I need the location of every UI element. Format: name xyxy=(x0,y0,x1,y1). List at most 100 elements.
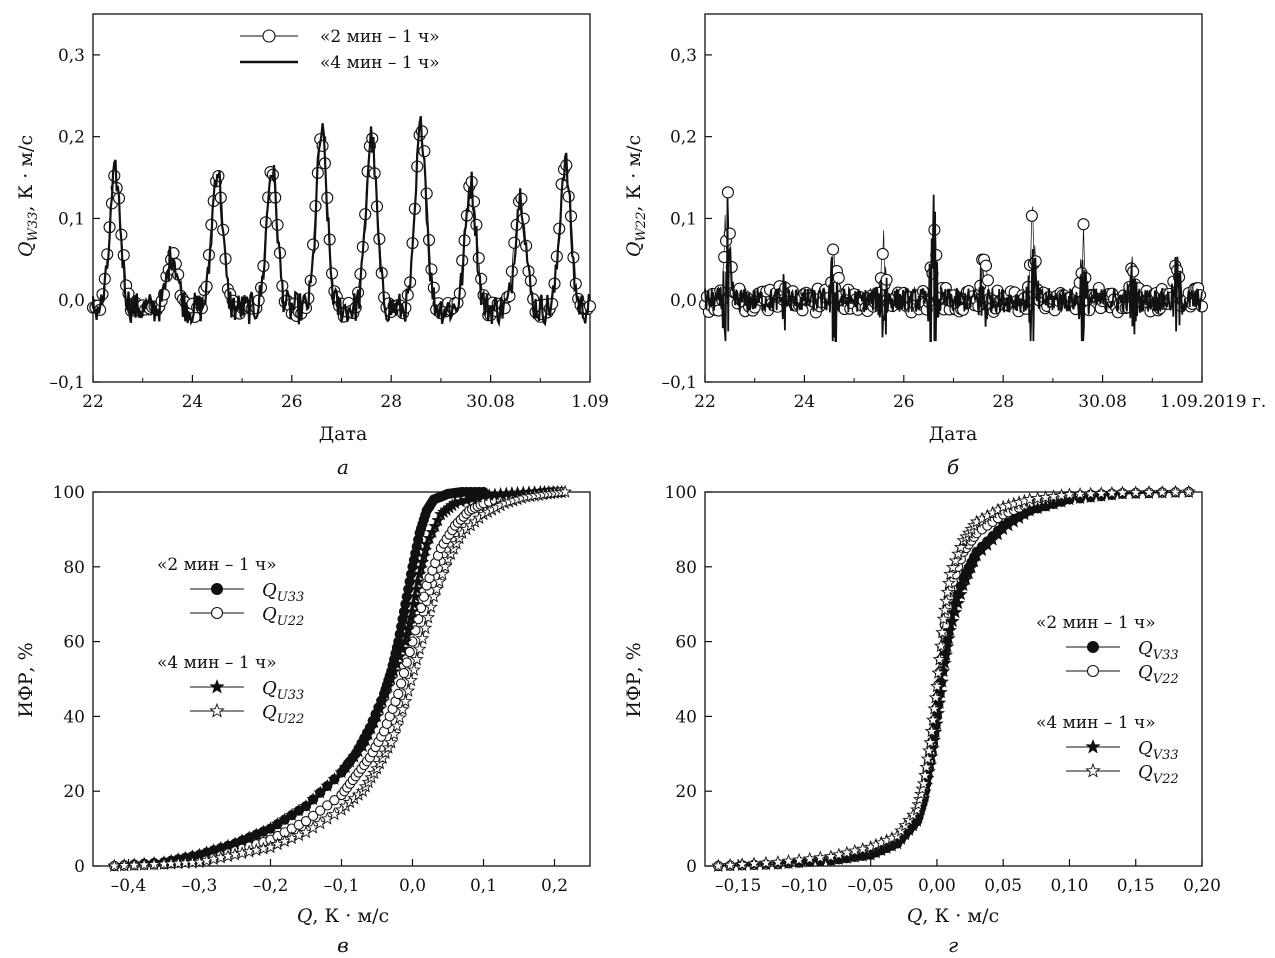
panel-b-xlabel: Дата xyxy=(929,423,978,445)
panel-c-series-1-point xyxy=(307,810,319,822)
panel-d-series-3-point xyxy=(948,553,963,567)
panel-d-xtick-label: –0,15 xyxy=(715,876,761,896)
panel-c-series-2-point xyxy=(392,649,407,663)
panel-c-series-3-point xyxy=(412,641,427,655)
panel-d-legend-marker-0-0 xyxy=(1087,641,1099,653)
panel-d-series-2-point xyxy=(939,647,954,661)
panel-d: г Q, К · м/с ИФР, % –0,15 –0,10 –0,05 0,00 0… xyxy=(623,483,1221,957)
panel-c-xtick-label: –0,4 xyxy=(111,876,147,896)
panel-d-xtick-label: –0,05 xyxy=(847,876,893,896)
panel-a-ytick-label: 0,3 xyxy=(58,46,85,66)
panel-a-xtick-label: 30.08 xyxy=(466,392,515,412)
panel-c-series-3-point xyxy=(384,735,399,749)
panel-d-series-3-point xyxy=(770,854,785,869)
panel-b-xtick-label: 24 xyxy=(794,392,816,412)
panel-b-xtick-label: 22 xyxy=(694,392,716,412)
panel-b-frame xyxy=(704,13,1203,383)
panel-d-series-3-point xyxy=(781,853,796,868)
panel-d-xlabel-main: Q xyxy=(907,905,923,927)
panel-c-series-2-point xyxy=(425,525,440,539)
panel-c-series-3-point xyxy=(426,589,441,603)
panel-b-point-2min xyxy=(721,186,734,199)
panel-d-series-3-point xyxy=(927,701,942,715)
panel-d-series-3-point xyxy=(902,813,917,827)
panel-c-series-1-point xyxy=(415,602,427,614)
panel-c-legend-label-1-0: QU33 xyxy=(262,678,304,703)
panel-d-series-2-point xyxy=(1038,499,1053,512)
panel-d-legend-marker-0-1 xyxy=(1086,664,1100,678)
legend-label-main: Q xyxy=(1138,762,1153,783)
panel-d-legend-marker-1-1 xyxy=(1085,762,1101,778)
panel-c-series-1-point xyxy=(398,667,410,679)
panel-a-point-2min xyxy=(117,249,130,262)
panel-c-xlabel: Q, К · м/с xyxy=(297,905,389,927)
panel-d-series-3-point xyxy=(945,560,960,574)
panel-c-series-2-point xyxy=(384,671,398,685)
panel-c: в Q, К · м/с ИФР, % –0,4 –0,3 –0,2 –0,1 0,0 0… xyxy=(15,483,591,957)
panel-c-series-1-point xyxy=(315,805,326,816)
panel-c-series-1-point xyxy=(418,591,430,602)
panel-d-series-3-point xyxy=(894,823,909,837)
panel-c-series-1-point xyxy=(322,800,333,811)
panel-d-series-3-point xyxy=(1083,486,1098,500)
panel-b-xtick-label: 26 xyxy=(893,392,915,412)
panel-d-series-3-point xyxy=(916,776,931,790)
legend-label-sub: U33 xyxy=(277,688,305,703)
legend-label-main: Q xyxy=(262,702,277,723)
panel-c-series-3-point xyxy=(389,718,404,733)
panel-d-series-3-point xyxy=(937,602,952,617)
panel-d-series-3-point xyxy=(802,851,817,865)
panel-c-series-3-point xyxy=(409,652,424,666)
panel-d-series-3-point xyxy=(1128,485,1143,499)
panel-c-series-2-point xyxy=(411,574,425,588)
panel-d-xtick-label: 0,15 xyxy=(1117,876,1155,896)
panel-a-xtick-label: 26 xyxy=(281,392,303,412)
panel-d-legend-label-0-0: QV33 xyxy=(1138,638,1179,663)
panel-a-label: а xyxy=(337,455,349,479)
panel-c-series-2-point xyxy=(387,664,401,678)
panel-d-series-3-point xyxy=(920,751,935,765)
panel-d-series-3-point xyxy=(1115,485,1130,499)
panel-d-xtick-label: –0,10 xyxy=(781,876,827,896)
panel-d-series-3-point xyxy=(898,818,913,832)
panel-c-series-2-point xyxy=(351,744,366,758)
panel-d-legend-title-0: «2 мин – 1 ч» xyxy=(1036,613,1156,633)
panel-d-series-3-point xyxy=(1062,487,1077,501)
panel-c-series-2-point xyxy=(405,604,420,618)
panel-d-ytick-label: 40 xyxy=(675,707,697,727)
panel-c-series-3-point xyxy=(418,620,433,635)
panel-c-series-2-point xyxy=(381,679,396,693)
panel-d-series-2-point xyxy=(1030,501,1045,515)
panel-a-point-2min xyxy=(307,238,320,251)
legend-label-sub: U22 xyxy=(277,712,305,727)
panel-d-series-3-point xyxy=(932,652,947,666)
panel-c-series-2-point xyxy=(419,537,434,551)
panel-d-series-3-point xyxy=(923,735,938,749)
panel-c-series-2-point xyxy=(364,721,379,735)
panel-b-point-2min xyxy=(827,243,840,256)
panel-d-legend-title-1: «4 мин – 1 ч» xyxy=(1036,713,1156,733)
panel-d-series-2-point xyxy=(943,623,957,637)
panel-d-series-3-point xyxy=(953,540,968,554)
panel-c-xlabel-unit: , К · м/с xyxy=(312,905,389,927)
panel-d-series-3-point xyxy=(919,759,934,774)
panel-b-point-2min xyxy=(723,227,736,240)
panel-c-series-3-point xyxy=(421,610,436,624)
panel-c-series-2-point xyxy=(358,733,373,747)
panel-c-series-3-point xyxy=(438,559,453,573)
panel-d-series-2-point xyxy=(946,614,960,628)
panel-a-legend-label-2min: «2 мин – 1 ч» xyxy=(320,27,440,47)
panel-c-series-3-point xyxy=(395,702,410,716)
panel-b-point-2min xyxy=(1077,218,1090,231)
panel-c-legend-marker-1-0 xyxy=(209,678,225,694)
legend-label-main: Q xyxy=(1138,662,1153,683)
panel-c-series-3-point xyxy=(435,566,450,581)
panel-c-series-1-point xyxy=(393,688,404,700)
panel-b-ytick-label: –0,1 xyxy=(661,373,697,393)
panel-c-series-2-point xyxy=(375,694,390,708)
panel-c-series-3-point xyxy=(424,599,438,614)
panel-a-ylabel-sub: W33 xyxy=(26,212,41,242)
panel-c-ylabel: ИФР, % xyxy=(15,642,37,717)
panel-c-ytick-label: 100 xyxy=(53,483,85,503)
panel-c-legend-marker-0-1 xyxy=(210,606,224,620)
